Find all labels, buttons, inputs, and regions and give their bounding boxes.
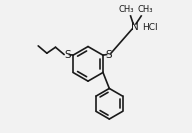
Text: S: S <box>105 49 112 60</box>
Text: N: N <box>131 22 138 32</box>
Text: HCl: HCl <box>142 23 158 32</box>
Text: CH₃: CH₃ <box>118 5 134 14</box>
Text: CH₃: CH₃ <box>137 5 153 14</box>
Text: S: S <box>64 49 71 60</box>
